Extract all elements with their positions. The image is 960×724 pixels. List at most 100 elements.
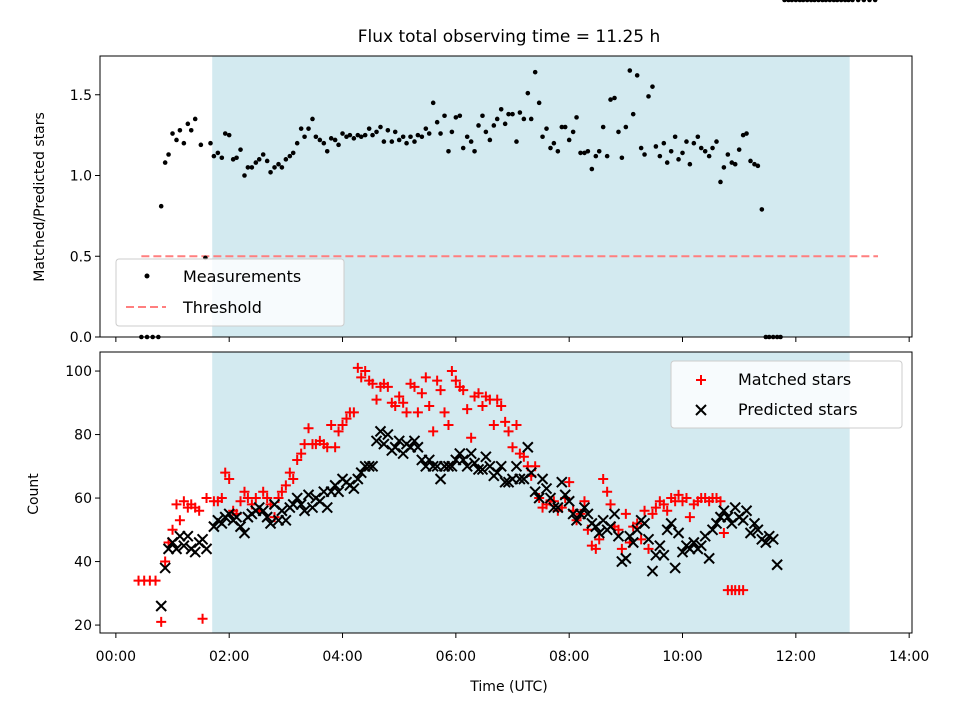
ratio-y-tick-label: 1.5 — [70, 88, 92, 104]
measurement-point — [464, 134, 470, 140]
measurement-point — [268, 169, 273, 175]
measurement-point — [600, 124, 606, 130]
predicted-star-point — [593, 527, 605, 539]
measurement-point — [827, 0, 833, 3]
measurement-point — [494, 116, 500, 122]
measurement-point — [698, 145, 704, 151]
matched-star-point — [594, 534, 605, 545]
ratio-panel: 0.0 0.5 1.0 1.5 Flux total observing time =… — [32, 0, 913, 346]
predicted-star-point — [472, 463, 485, 476]
matched-star-point — [616, 543, 627, 554]
measurement-point — [242, 173, 247, 178]
predicted-star-point — [423, 454, 435, 466]
predicted-star-point — [363, 460, 375, 473]
measurement-point — [181, 140, 187, 146]
chart-title: Flux total observing time = 11.25 h — [358, 27, 661, 47]
matched-star-point — [276, 486, 287, 497]
ratio-plot-frame — [99, 55, 913, 338]
predicted-star-point — [665, 517, 677, 530]
measurement-point — [732, 161, 738, 167]
matched-star-point — [492, 394, 503, 405]
count-y-tick-label: 80 — [74, 428, 92, 444]
measurement-point — [574, 115, 579, 120]
legend-predicted-label: Predicted stars — [738, 400, 858, 419]
measurement-point — [347, 132, 353, 138]
predicted-star-point — [457, 454, 469, 466]
measurement-point — [789, 0, 795, 3]
matched-star-point — [507, 442, 518, 453]
measurement-point — [525, 90, 531, 96]
legend-measurements-label: Measurements — [183, 267, 301, 286]
measurement-point — [480, 113, 485, 119]
predicted-star-point — [491, 466, 503, 479]
matched-star-point — [356, 372, 367, 383]
matched-star-point — [258, 486, 269, 497]
measurement-point — [498, 106, 504, 112]
matched-star-point — [150, 575, 161, 586]
predicted-star-point — [499, 476, 511, 488]
predicted-star-point — [540, 482, 553, 495]
measurement-point — [714, 139, 719, 144]
matched-star-point — [462, 404, 473, 415]
measurement-point — [412, 139, 417, 144]
measurement-point — [797, 0, 803, 3]
measurement-point — [596, 148, 602, 154]
measurement-point — [253, 160, 259, 165]
measurement-point — [366, 126, 372, 131]
measurement-point — [812, 0, 817, 3]
measurement-point — [514, 139, 519, 144]
matched-star-point — [156, 616, 167, 627]
ratio-legend-box — [115, 258, 345, 327]
count-legend-box — [670, 360, 903, 429]
predicted-star-point — [454, 447, 466, 460]
measurement-point — [612, 95, 617, 101]
matched-star-point — [382, 381, 393, 392]
predicted-star-point — [393, 435, 405, 447]
ratio-y-tick-label: 0.0 — [70, 330, 92, 346]
matched-star-point — [518, 451, 529, 462]
measurement-point — [487, 137, 493, 143]
matched-star-point — [333, 426, 344, 437]
matched-star-point — [432, 375, 443, 386]
predicted-star-point — [544, 492, 557, 504]
predicted-star-point — [620, 552, 632, 565]
measurement-point — [324, 148, 330, 154]
predicted-star-point — [669, 562, 681, 574]
count-y-tick-label: 60 — [74, 491, 92, 507]
measurement-point — [710, 145, 715, 151]
measurement-point — [234, 155, 239, 161]
measurement-point — [578, 150, 583, 156]
measurement-point — [442, 113, 447, 119]
matched-star-point — [348, 407, 359, 418]
measurement-point — [867, 0, 872, 3]
predicted-star-point — [672, 527, 685, 539]
matched-star-point — [250, 493, 261, 504]
measurement-point — [570, 129, 576, 135]
count-x-tick-label: 14:00 — [889, 649, 929, 665]
predicted-star-point — [522, 441, 534, 453]
predicted-star-point — [529, 485, 541, 498]
measurement-point — [630, 111, 636, 117]
measurement-point — [676, 157, 681, 162]
measurement-point — [755, 163, 761, 169]
predicted-star-point — [234, 520, 247, 533]
legend-measurements-marker — [144, 273, 150, 279]
measurement-point — [608, 97, 613, 102]
count-plot-frame — [99, 351, 913, 634]
measurement-point — [294, 140, 300, 146]
measurement-point — [272, 165, 277, 170]
measurement-point — [378, 124, 383, 130]
measurement-point — [358, 134, 364, 140]
measurement-point — [276, 161, 281, 167]
predicted-star-point — [608, 508, 621, 520]
measurement-point — [721, 165, 727, 170]
matched-star-point — [174, 515, 185, 526]
measurement-point — [585, 148, 591, 154]
predicted-star-point — [348, 482, 360, 495]
measurement-point — [646, 94, 651, 99]
matched-star-point — [598, 474, 609, 485]
measurement-point — [786, 0, 791, 3]
measurement-point — [476, 123, 481, 128]
matched-star-point — [450, 375, 461, 386]
predicted-star-point — [182, 530, 194, 542]
